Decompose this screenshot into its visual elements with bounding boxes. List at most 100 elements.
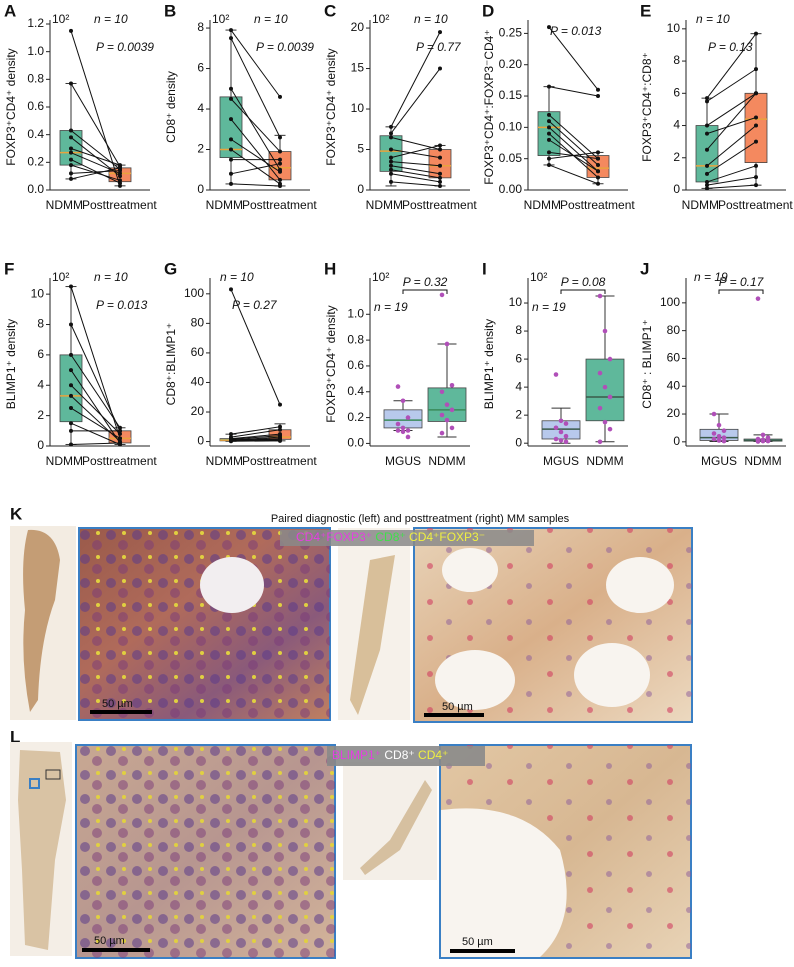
point bbox=[69, 323, 73, 327]
y-tick-label: 0.8 bbox=[347, 332, 364, 346]
y-axis-label: FOXP3⁺CD4⁺:CD8⁺ bbox=[640, 52, 654, 162]
panel-letter: H bbox=[324, 259, 336, 278]
p-value: P = 0.08 bbox=[561, 275, 606, 289]
point bbox=[278, 439, 282, 443]
point bbox=[547, 157, 551, 161]
point bbox=[559, 438, 564, 443]
point bbox=[598, 439, 603, 444]
point bbox=[389, 160, 393, 164]
fat-vacuole bbox=[574, 643, 650, 707]
point bbox=[389, 156, 393, 160]
y-tick-label: 100 bbox=[660, 295, 680, 309]
point bbox=[389, 135, 393, 139]
point bbox=[396, 428, 401, 433]
y-axis-label: FOXP3⁺CD4⁺ density bbox=[324, 305, 338, 422]
point bbox=[69, 394, 73, 398]
point bbox=[608, 395, 613, 400]
panel-letter: B bbox=[164, 1, 176, 20]
point bbox=[69, 135, 73, 139]
n-label: n = 10 bbox=[414, 12, 448, 26]
point bbox=[754, 175, 758, 179]
point bbox=[598, 406, 603, 411]
y-tick-label: 8 bbox=[197, 20, 204, 34]
point bbox=[69, 429, 73, 433]
pair-line bbox=[391, 69, 440, 134]
y-tick-label: 20 bbox=[351, 20, 365, 34]
point bbox=[438, 30, 442, 34]
legend-entry: CD8⁺ bbox=[384, 748, 418, 762]
point bbox=[278, 135, 282, 139]
point bbox=[438, 156, 442, 160]
panel-letter: J bbox=[640, 259, 649, 278]
x-tick-label: NDMM bbox=[744, 454, 781, 468]
legend-entry: CD8⁺ bbox=[372, 530, 409, 544]
panel-letter: A bbox=[4, 1, 16, 20]
point bbox=[438, 180, 442, 184]
y-tick-label: 8 bbox=[673, 53, 680, 67]
point bbox=[389, 125, 393, 129]
n-label: n = 10 bbox=[254, 12, 288, 26]
n-label: n = 10 bbox=[94, 270, 128, 284]
y-axis-label: CD8⁺:BLIMP1⁺ bbox=[164, 323, 178, 406]
point bbox=[278, 178, 282, 182]
point bbox=[389, 168, 393, 172]
point bbox=[229, 87, 233, 91]
point bbox=[547, 138, 551, 142]
y-tick-label: 2 bbox=[37, 408, 44, 422]
point bbox=[278, 95, 282, 99]
x-tick-label: Posttreatment bbox=[82, 454, 157, 468]
p-value: P = 0.32 bbox=[403, 275, 448, 289]
point bbox=[705, 186, 709, 190]
y-tick-label: 0.05 bbox=[499, 151, 523, 165]
box bbox=[586, 359, 624, 421]
y-tick-label: 4 bbox=[37, 377, 44, 391]
point bbox=[389, 164, 393, 168]
y-tick-label: 20 bbox=[191, 404, 205, 418]
image-panel-l: L BLIMP1⁺ CD8⁺ CD4⁺ 50 µm 50 µm bbox=[10, 727, 691, 958]
point bbox=[440, 431, 445, 436]
x-tick-label: MGUS bbox=[543, 454, 579, 468]
point bbox=[608, 427, 613, 432]
point bbox=[406, 415, 411, 420]
scale-label: 50 µm bbox=[442, 701, 473, 713]
point bbox=[438, 184, 442, 188]
y-tick-label: 10 bbox=[351, 101, 365, 115]
point bbox=[547, 113, 551, 117]
point bbox=[69, 383, 73, 387]
point bbox=[118, 166, 122, 170]
legend-entry: CD4⁺FOXP3⁻ bbox=[409, 530, 485, 544]
y-tick-label: 0 bbox=[515, 435, 522, 449]
x-tick-label: NDMM bbox=[206, 198, 243, 212]
point bbox=[69, 406, 73, 410]
y-axis-label: CD8⁺ density bbox=[164, 71, 178, 143]
p-value: P = 0.0039 bbox=[96, 40, 154, 54]
x-tick-label: NDMM bbox=[206, 454, 243, 468]
point bbox=[603, 420, 608, 425]
point bbox=[554, 425, 559, 430]
point bbox=[445, 402, 450, 407]
pair-line bbox=[391, 182, 440, 186]
point bbox=[440, 389, 445, 394]
point bbox=[603, 329, 608, 334]
point bbox=[278, 150, 282, 154]
point bbox=[440, 293, 445, 298]
y-tick-label: 0.0 bbox=[27, 182, 44, 196]
n-label: n = 19 bbox=[694, 270, 728, 284]
point bbox=[229, 148, 233, 152]
point bbox=[438, 164, 442, 168]
point bbox=[450, 408, 455, 413]
point bbox=[596, 163, 600, 167]
point bbox=[69, 163, 73, 167]
point bbox=[596, 150, 600, 154]
point bbox=[69, 158, 73, 162]
point bbox=[69, 81, 73, 85]
x-tick-label: MGUS bbox=[385, 454, 421, 468]
point bbox=[705, 132, 709, 136]
point bbox=[564, 439, 569, 444]
point bbox=[118, 429, 122, 433]
